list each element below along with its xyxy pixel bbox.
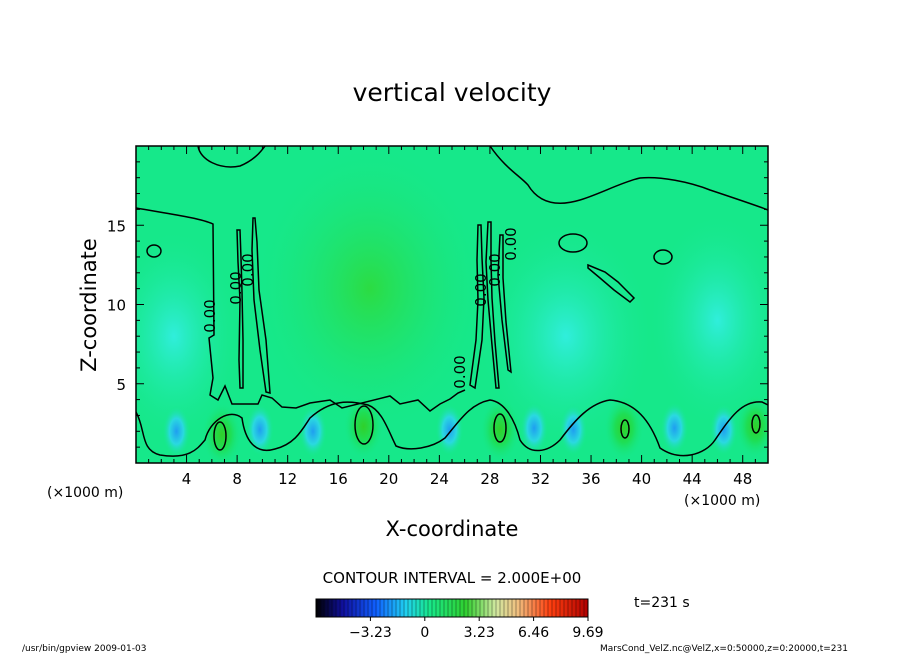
downdraft-cell xyxy=(709,403,738,456)
y-axis-label: Z-coordinate xyxy=(77,238,101,372)
downdraft-cell xyxy=(435,403,464,456)
updraft-cell xyxy=(201,402,242,463)
downdraft-cell xyxy=(660,402,689,455)
x-tick-label: 24 xyxy=(430,470,449,488)
x-tick-label: 12 xyxy=(278,470,297,488)
contour-updraft-3 xyxy=(493,413,507,443)
x-tick-label: 16 xyxy=(329,470,348,488)
contour-label: 0.00 xyxy=(472,273,490,306)
contour-zero-jet-2 xyxy=(251,217,271,394)
contour-zero-jet-5 xyxy=(497,234,512,374)
contour-zero-jet-4 xyxy=(485,221,500,389)
x-tick-label: 48 xyxy=(733,470,752,488)
contour-zero-jet-3 xyxy=(469,224,485,390)
contour-updraft-1 xyxy=(213,421,227,451)
contour-label: 0.00 xyxy=(486,253,504,286)
x-tick-label: 8 xyxy=(232,470,242,488)
x-axis: 4 8 12 16 20 24 28 32 36 40 44 48 xyxy=(148,146,756,488)
downdraft-cell xyxy=(245,403,274,456)
field-shading xyxy=(136,146,768,463)
x-unit-right: (×1000 m) xyxy=(684,493,760,509)
x-tick-label: 40 xyxy=(632,470,651,488)
contour-zero-small-1 xyxy=(146,244,162,258)
downdraft-cell xyxy=(520,402,549,455)
y-tick-label: 5 xyxy=(116,376,126,394)
downdraft-cell xyxy=(559,403,588,456)
colorbar-tick-label: 0 xyxy=(420,625,429,641)
colorbar-tick-label: 6.46 xyxy=(518,625,549,641)
colorbar-tick-label: −3.23 xyxy=(349,625,392,641)
y-tick-label: 15 xyxy=(107,217,126,235)
contour-label: 0.00 xyxy=(451,355,469,388)
x-tick-label: 44 xyxy=(683,470,702,488)
chart-title: vertical velocity xyxy=(353,78,552,107)
broad-updraft-region xyxy=(249,146,490,439)
contour-zero-base xyxy=(136,399,768,457)
colorbar-tick-label: 3.23 xyxy=(464,625,495,641)
contour-zero-streak xyxy=(587,263,636,303)
downdraft-cell xyxy=(162,405,191,458)
contour-zero-jet-1 xyxy=(236,229,244,389)
time-label: t=231 s xyxy=(634,595,690,611)
colorbar-fill xyxy=(316,599,588,617)
broad-downdraft-region xyxy=(647,210,768,431)
contour-zero-central xyxy=(489,146,768,211)
colorbar: −3.23 0 3.23 6.46 9.69 xyxy=(315,598,604,641)
contour-updraft-2 xyxy=(354,405,374,445)
y-tick-label: 10 xyxy=(107,297,126,315)
contour-label: 0.00 xyxy=(201,299,219,332)
colorbar-ticks: −3.23 0 3.23 6.46 9.69 xyxy=(349,617,604,641)
contour-zero-left xyxy=(136,207,466,412)
contour-interval-text: CONTOUR INTERVAL = 2.000E+00 xyxy=(323,569,582,587)
updraft-cell xyxy=(603,396,644,461)
colorbar-frame xyxy=(315,598,589,618)
x-tick-label: 28 xyxy=(480,470,499,488)
contour-labels: 0.000.000.000.000.000.000.00 xyxy=(201,227,520,388)
updraft-cell xyxy=(480,397,521,462)
footer-left: /usr/bin/gpview 2009-01-03 xyxy=(22,644,146,654)
contour-updraft-5 xyxy=(751,414,761,434)
contour-zero-small-2 xyxy=(558,233,588,253)
contour-zero-small-3 xyxy=(653,249,673,265)
contour-label: 0.00 xyxy=(239,253,257,286)
x-tick-label: 4 xyxy=(182,470,192,488)
contour-lines xyxy=(136,146,768,457)
contour-zero-upper-left xyxy=(197,146,266,168)
x-tick-label: 36 xyxy=(581,470,600,488)
contour-label: 0.00 xyxy=(227,271,245,304)
plot-area: 0.000.000.000.000.000.000.00 xyxy=(136,146,768,463)
contour-label: 0.00 xyxy=(502,227,520,260)
updraft-cell xyxy=(343,394,384,459)
x-axis-label: X-coordinate xyxy=(386,517,519,541)
footer-right: MarsCond_VelZ.nc@VelZ,x=0:50000,z=0:2000… xyxy=(600,644,848,654)
broad-downdraft-region xyxy=(136,226,244,447)
x-tick-label: 20 xyxy=(379,470,398,488)
downdraft-cell xyxy=(298,405,327,458)
contour-updraft-4 xyxy=(620,419,630,439)
colorbar-tick-label: 9.69 xyxy=(572,625,603,641)
x-tick-label: 32 xyxy=(531,470,550,488)
y-axis: 5 10 15 xyxy=(107,161,768,448)
x-unit-left: (×1000 m) xyxy=(47,485,123,501)
updraft-cell xyxy=(735,394,768,459)
colorbar-stripes xyxy=(319,599,585,617)
